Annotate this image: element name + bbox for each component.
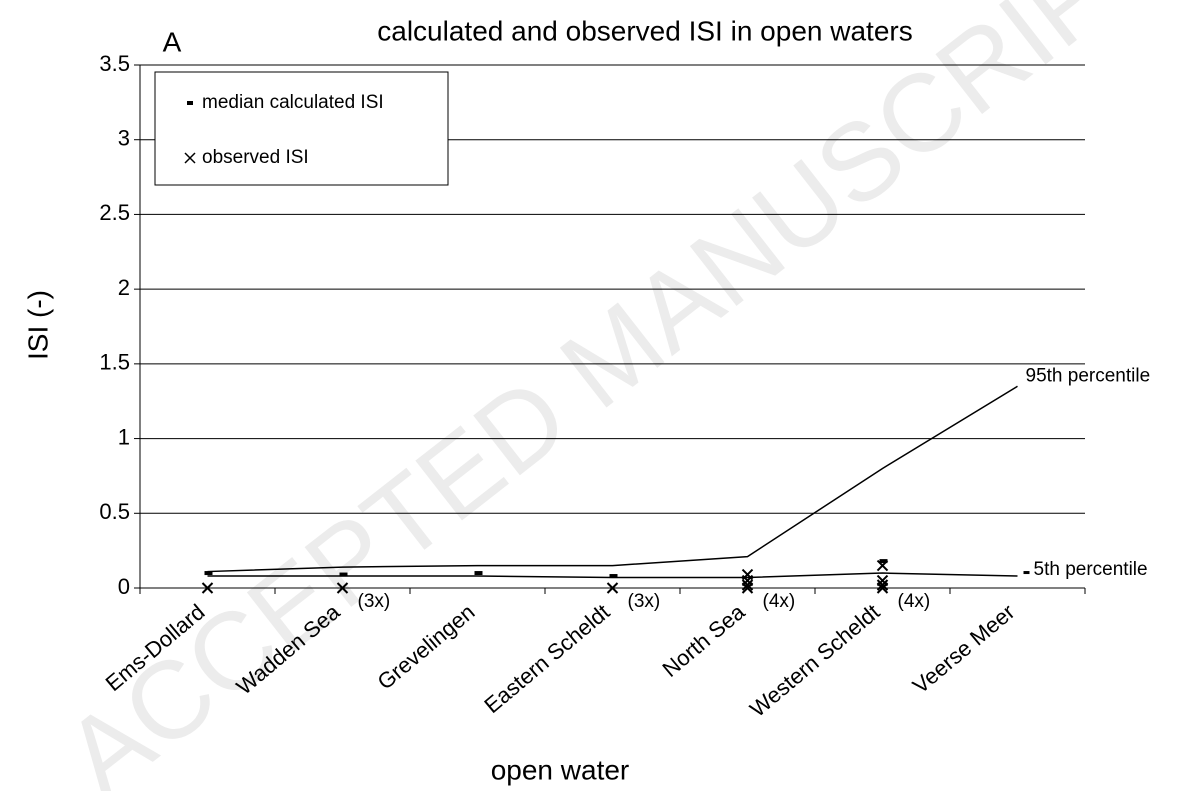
observed-marker xyxy=(876,579,889,591)
legend-marker xyxy=(184,152,196,164)
observed-marker xyxy=(876,574,889,587)
y-axis-label: ISI (-) xyxy=(22,290,53,360)
y-tick-label: 0 xyxy=(118,574,130,599)
annotation: (3x) xyxy=(358,591,391,612)
median-marker xyxy=(879,559,888,564)
series-line xyxy=(207,385,1018,573)
chart-title: calculated and observed ISI in open wate… xyxy=(377,15,912,46)
y-tick-label: 2 xyxy=(118,275,130,300)
observed-marker xyxy=(201,582,214,594)
y-tick-label: 0.5 xyxy=(99,499,130,524)
y-tick-label: 1 xyxy=(118,424,130,449)
x-tick-label: Grevelingen xyxy=(372,599,479,694)
y-tick-label: 3.5 xyxy=(99,51,130,76)
x-axis-label: open water xyxy=(491,754,630,785)
annotation: (3x) xyxy=(628,591,661,612)
legend-label: observed ISI xyxy=(202,147,309,168)
legend-marker xyxy=(187,101,193,105)
observed-marker xyxy=(336,582,349,594)
median-marker xyxy=(474,571,483,576)
y-tick-label: 3 xyxy=(118,126,130,151)
observed-marker xyxy=(606,582,619,594)
panel-label: A xyxy=(163,26,182,57)
annotation: (4x) xyxy=(898,591,931,612)
observed-marker xyxy=(741,579,754,591)
median-marker xyxy=(339,572,348,577)
annotation: (4x) xyxy=(763,591,796,612)
median-marker xyxy=(609,574,618,579)
legend-label: median calculated ISI xyxy=(202,92,384,113)
x-tick-label: Western Scheldt xyxy=(745,599,884,722)
y-tick-label: 1.5 xyxy=(99,350,130,375)
observed-marker xyxy=(876,559,889,572)
series-label: 95th percentile xyxy=(1026,365,1151,386)
legend-box xyxy=(154,71,449,186)
y-tick-label: 2.5 xyxy=(99,200,130,225)
label-dash xyxy=(1023,571,1030,575)
median-marker xyxy=(204,571,213,576)
series-label: 5th percentile xyxy=(1034,559,1148,580)
x-tick-label: Eastern Scheldt xyxy=(479,599,614,718)
observed-marker xyxy=(741,568,754,581)
x-tick-label: Veerse Meer xyxy=(908,599,1020,698)
x-tick-label: North Sea xyxy=(657,599,750,682)
